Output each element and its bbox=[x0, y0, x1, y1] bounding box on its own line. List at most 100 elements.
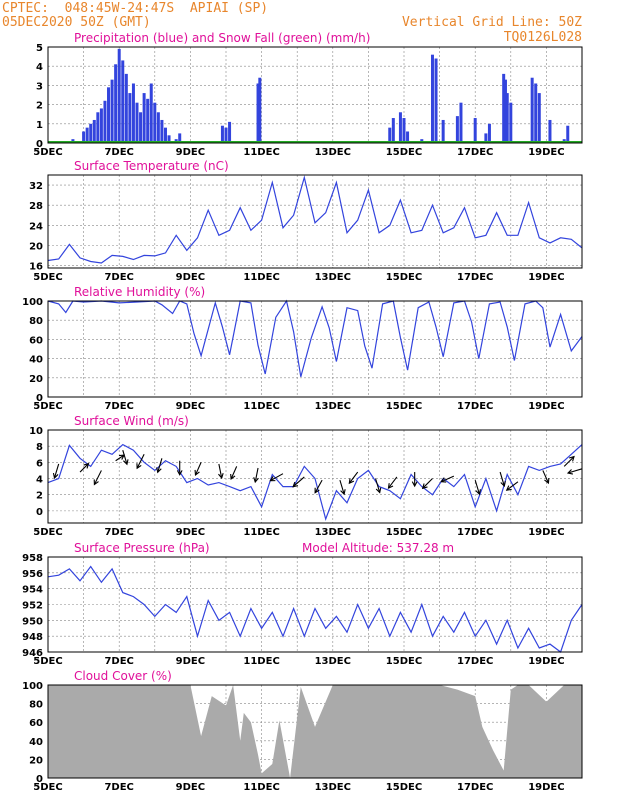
precipitation-frame bbox=[47, 46, 583, 144]
precip-bar bbox=[156, 112, 160, 143]
precip-bar bbox=[114, 64, 118, 143]
wind-arrow-head bbox=[387, 483, 394, 490]
wind-ytick-label: 2 bbox=[36, 491, 43, 502]
cloud-cover-ytick-label: 40 bbox=[29, 737, 43, 748]
wind-arrow bbox=[218, 463, 223, 479]
wind-arrow-head bbox=[52, 472, 59, 480]
wind-arrow-head bbox=[176, 470, 183, 476]
precip-bar bbox=[441, 119, 445, 143]
precip-bar bbox=[391, 118, 395, 143]
wind-arrow-head bbox=[348, 478, 355, 485]
precip-bar bbox=[398, 112, 402, 143]
pressure-ytick-label: 946 bbox=[22, 648, 43, 659]
wind-arrow-head bbox=[253, 477, 259, 484]
precip-bar bbox=[484, 133, 488, 143]
wind-arrow-head bbox=[292, 481, 299, 488]
pressure-ytick-label: 954 bbox=[22, 585, 43, 596]
pressure-xtick-label: 9DEC bbox=[176, 656, 205, 667]
precip-bar bbox=[258, 77, 262, 143]
wind-arrow bbox=[388, 476, 398, 489]
pressure-xtick-label: 5DEC bbox=[33, 656, 62, 667]
wind-arrow bbox=[474, 479, 480, 495]
precip-bar bbox=[566, 125, 570, 143]
precip-bar bbox=[509, 102, 513, 143]
temperature-ytick-label: 16 bbox=[29, 261, 43, 272]
precip-bar bbox=[455, 116, 459, 143]
precip-bar bbox=[402, 118, 406, 143]
wind-arrow-head bbox=[269, 476, 276, 482]
wind-arrow-head bbox=[566, 469, 574, 475]
wind-ytick-label: 8 bbox=[36, 442, 43, 453]
wind-xtick-label: 15DEC bbox=[386, 527, 422, 538]
precip-bar bbox=[153, 102, 157, 143]
precip-bar bbox=[430, 54, 434, 143]
cloud-cover-ytick-label: 100 bbox=[22, 681, 43, 692]
precipitation-ytick-label: 0 bbox=[36, 139, 43, 150]
wind-arrow-head bbox=[218, 473, 224, 480]
precip-bar bbox=[459, 102, 463, 143]
wind-arrow bbox=[567, 468, 583, 474]
cloud-cover-xtick-label: 5DEC bbox=[33, 782, 62, 793]
precip-bar bbox=[163, 127, 167, 143]
wind-xtick-label: 9DEC bbox=[176, 527, 205, 538]
wind-ytick-label: 10 bbox=[29, 426, 43, 437]
precipitation-xtick-label: 13DEC bbox=[315, 147, 351, 158]
pressure-ytick-label: 950 bbox=[22, 616, 43, 627]
wind-line bbox=[47, 443, 583, 521]
temperature-line bbox=[47, 175, 583, 264]
precip-bar bbox=[228, 121, 232, 143]
precip-bar bbox=[503, 79, 507, 143]
wind-arrow-head bbox=[340, 489, 346, 496]
pressure-frame bbox=[47, 556, 583, 653]
precip-bar bbox=[502, 73, 506, 143]
precip-bar bbox=[139, 112, 143, 143]
wind-arrow bbox=[53, 463, 60, 479]
temperature-ytick-label: 20 bbox=[29, 241, 43, 252]
temperature-xtick-label: 9DEC bbox=[176, 272, 205, 283]
precip-bar bbox=[121, 60, 125, 143]
model-code-header: TQ0126L028 bbox=[503, 30, 582, 45]
wind-arrow bbox=[506, 481, 519, 491]
temperature-title: Surface Temperature (nC) bbox=[74, 159, 229, 173]
wind-arrow bbox=[93, 470, 102, 485]
wind-arrow-head bbox=[230, 473, 236, 481]
pressure-title: Surface Pressure (hPa) bbox=[74, 541, 210, 555]
wind-xtick-label: 11DEC bbox=[243, 527, 279, 538]
precipitation-xtick-label: 15DEC bbox=[386, 147, 422, 158]
pressure-xtick-label: 19DEC bbox=[528, 656, 564, 667]
precipitation-ytick-label: 4 bbox=[36, 62, 43, 73]
wind-arrow bbox=[115, 454, 125, 462]
pressure-ytick-label: 948 bbox=[22, 632, 43, 643]
wind-arrow bbox=[136, 454, 145, 469]
humidity-xtick-label: 19DEC bbox=[528, 401, 564, 412]
wind-title: Surface Wind (m/s) bbox=[74, 414, 189, 428]
precip-bar bbox=[487, 123, 491, 143]
wind-arrow-head bbox=[123, 459, 129, 466]
precip-bar bbox=[135, 102, 139, 143]
precip-bar bbox=[146, 98, 150, 143]
humidity-ytick-label: 40 bbox=[29, 355, 43, 366]
temperature-xtick-label: 15DEC bbox=[386, 272, 422, 283]
humidity-ytick-label: 60 bbox=[29, 335, 43, 346]
precip-bar bbox=[110, 79, 114, 143]
temperature-xtick-label: 13DEC bbox=[315, 272, 351, 283]
wind-ytick-label: 0 bbox=[36, 507, 43, 518]
precipitation-ytick-label: 3 bbox=[36, 81, 43, 92]
precip-bar bbox=[473, 118, 477, 143]
pressure-ytick-label: 956 bbox=[22, 569, 43, 580]
precip-bar bbox=[548, 119, 552, 143]
precip-bar bbox=[388, 127, 392, 143]
temperature-xtick-label: 17DEC bbox=[457, 272, 493, 283]
wind-arrow bbox=[499, 471, 505, 487]
wind-arrow-head bbox=[544, 478, 550, 485]
humidity-xtick-label: 7DEC bbox=[104, 401, 133, 412]
wind-arrow-head bbox=[505, 485, 512, 491]
wind-frame bbox=[47, 429, 583, 524]
precip-bar bbox=[107, 87, 111, 143]
wind-arrow bbox=[122, 450, 128, 465]
humidity-xtick-label: 11DEC bbox=[243, 401, 279, 412]
wind-arrow bbox=[230, 466, 238, 480]
pressure-xtick-label: 15DEC bbox=[386, 656, 422, 667]
wind-ytick-label: 6 bbox=[36, 458, 43, 469]
cloud-cover-xtick-label: 11DEC bbox=[243, 782, 279, 793]
